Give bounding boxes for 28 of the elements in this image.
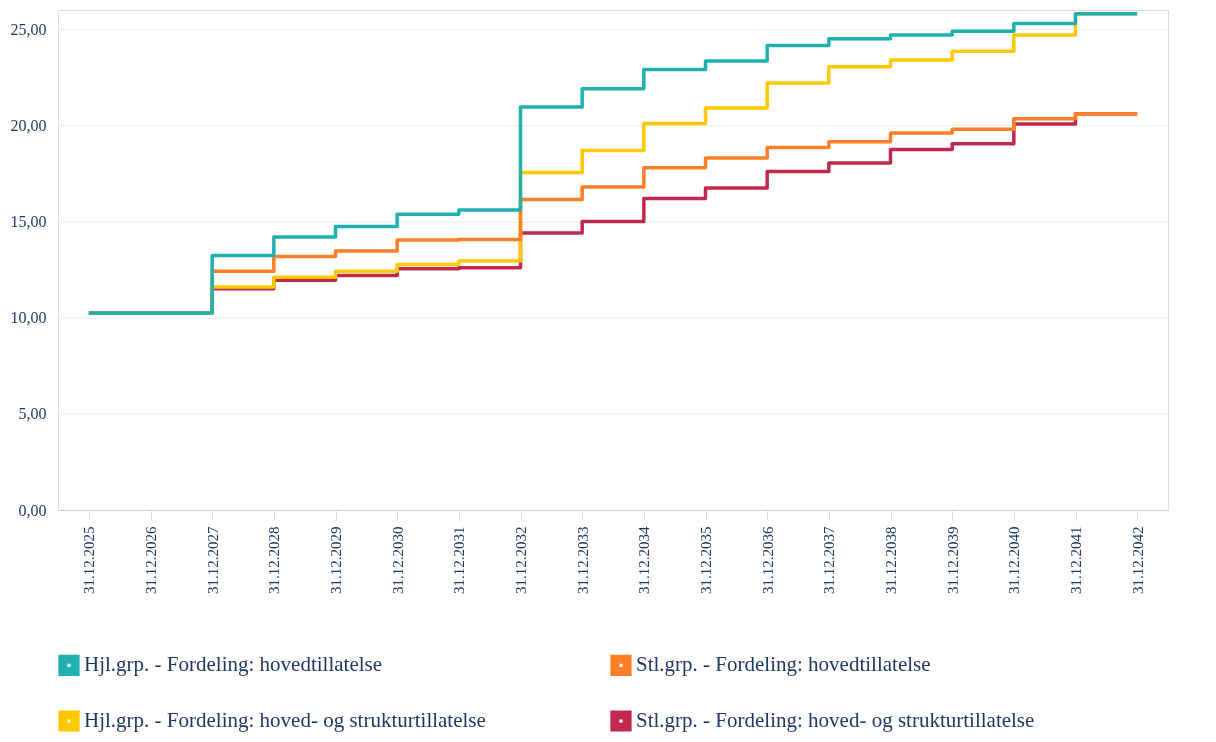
legend-label: Hjl.grp. - Fordeling: hovedtillatelse — [84, 652, 383, 677]
y-tick-label: 15,00 — [10, 213, 47, 231]
legend-label: Stl.grp. - Fordeling: hovedtillatelse — [636, 652, 931, 677]
y-tick-label: 5,00 — [18, 405, 47, 423]
x-tick-label: 31.12.2032 — [513, 526, 529, 594]
x-tick-label: 31.12.2025 — [81, 526, 98, 594]
legend-label: Stl.grp. - Fordeling: hoved- og strukturtillatelse — [636, 708, 1035, 732]
x-tick-label: 31.12.2041 — [1068, 526, 1084, 594]
x-tick-label: 31.12.2040 — [1006, 526, 1023, 594]
x-tick-label: 31.12.2038 — [883, 526, 899, 594]
x-tick-label: 31.12.2037 — [821, 526, 838, 594]
x-tick-label: 31.12.2026 — [143, 526, 159, 594]
y-tick-label: 0,00 — [18, 501, 47, 519]
y-tick-label: 20,00 — [10, 116, 47, 134]
x-tick-label: 31.12.2031 — [451, 526, 468, 594]
x-tick-label: 31.12.2030 — [389, 526, 406, 594]
x-tick-label: 31.12.2036 — [759, 526, 776, 594]
x-tick-label: 31.12.2027 — [204, 526, 221, 594]
x-tick-label: 31.12.2035 — [698, 526, 714, 594]
y-tick-label: 10,00 — [10, 309, 47, 327]
x-tick-label: 31.12.2033 — [574, 526, 591, 594]
x-tick-label: 31.12.2029 — [328, 526, 344, 594]
y-tick-label: 25,00 — [10, 20, 47, 38]
x-tick-label: 31.12.2039 — [944, 526, 961, 594]
x-tick-label: 31.12.2034 — [636, 526, 653, 594]
legend-label: Hjl.grp. - Fordeling: hoved- og strukturtillatelse — [84, 708, 486, 732]
x-tick-label: 31.12.2042 — [1129, 526, 1146, 594]
x-tick-label: 31.12.2028 — [266, 526, 283, 594]
